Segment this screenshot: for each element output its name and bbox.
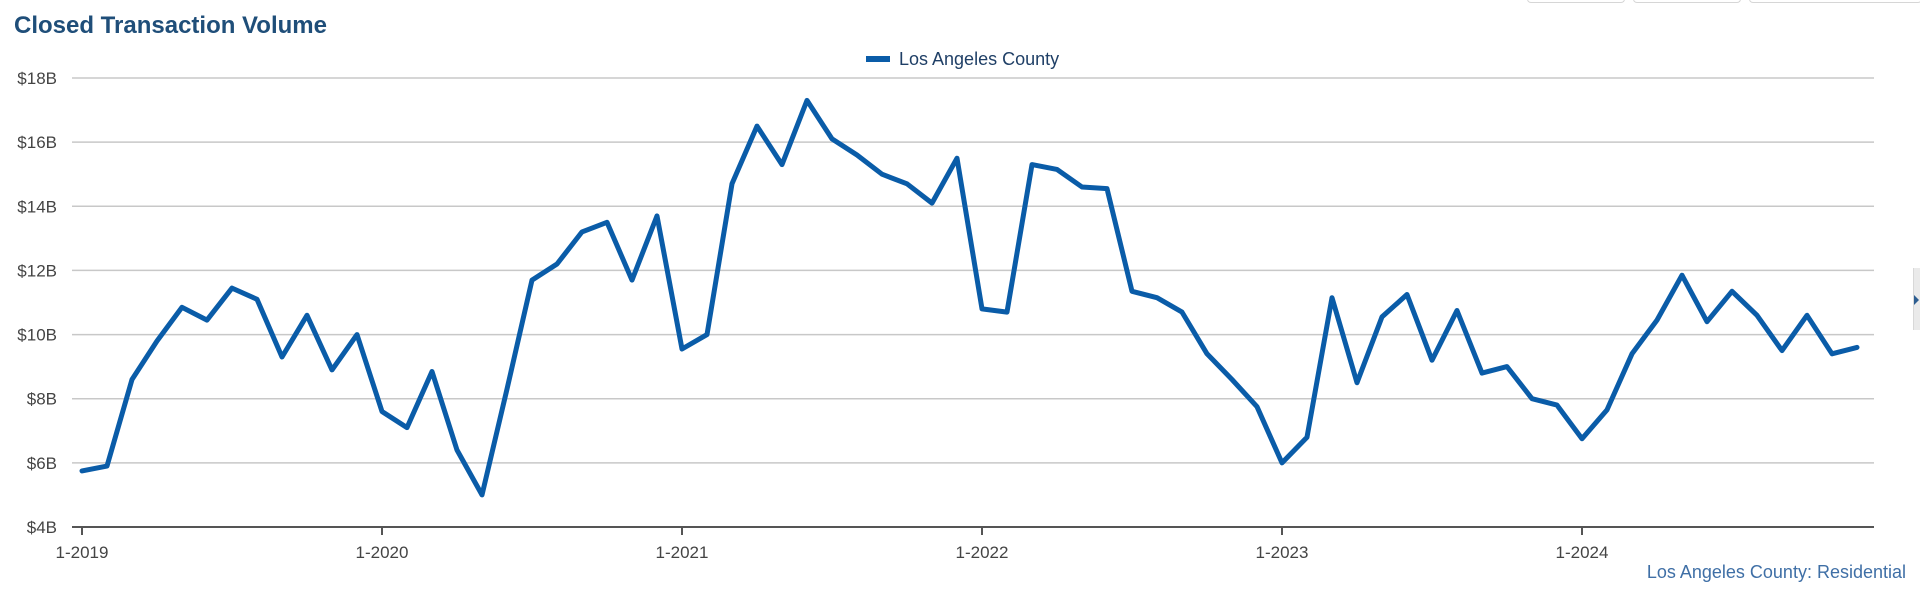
y-tick-label: $14B	[17, 197, 57, 216]
toolbar-button-3[interactable]	[1749, 0, 1920, 3]
caret-right-icon	[1914, 295, 1919, 305]
source-label: Los Angeles County: Residential	[1647, 562, 1906, 582]
x-axis: 1-2019 1-2020 1-2021 1-2022 1-2023 1-2024	[56, 526, 1874, 562]
x-tick-label: 1-2024	[1556, 543, 1609, 562]
legend-label[interactable]: Los Angeles County	[899, 49, 1059, 69]
y-tick-label: $8B	[27, 390, 57, 409]
y-tick-label: $12B	[17, 261, 57, 280]
side-panel-toggle[interactable]	[1913, 268, 1920, 330]
y-tick-label: $6B	[27, 454, 57, 473]
grid-lines	[72, 77, 1874, 464]
legend[interactable]: Los Angeles County	[866, 49, 1059, 69]
y-tick-label: $10B	[17, 326, 57, 345]
chart-title: Closed Transaction Volume	[14, 12, 327, 39]
x-tick-label: 1-2020	[356, 543, 409, 562]
x-tick-label: 1-2019	[56, 543, 109, 562]
x-tick-label: 1-2023	[1256, 543, 1309, 562]
x-tick-label: 1-2022	[956, 543, 1009, 562]
series-layer	[79, 97, 1860, 498]
series-line	[79, 97, 1860, 498]
y-tick-label: $16B	[17, 133, 57, 152]
y-tick-label: $4B	[27, 518, 57, 537]
toolbar-controls	[1520, 0, 1920, 4]
y-axis: $4B $6B $8B $10B $12B $14B $16B $18B	[17, 69, 57, 537]
y-tick-label: $18B	[17, 69, 57, 88]
x-tick-label: 1-2021	[656, 543, 709, 562]
